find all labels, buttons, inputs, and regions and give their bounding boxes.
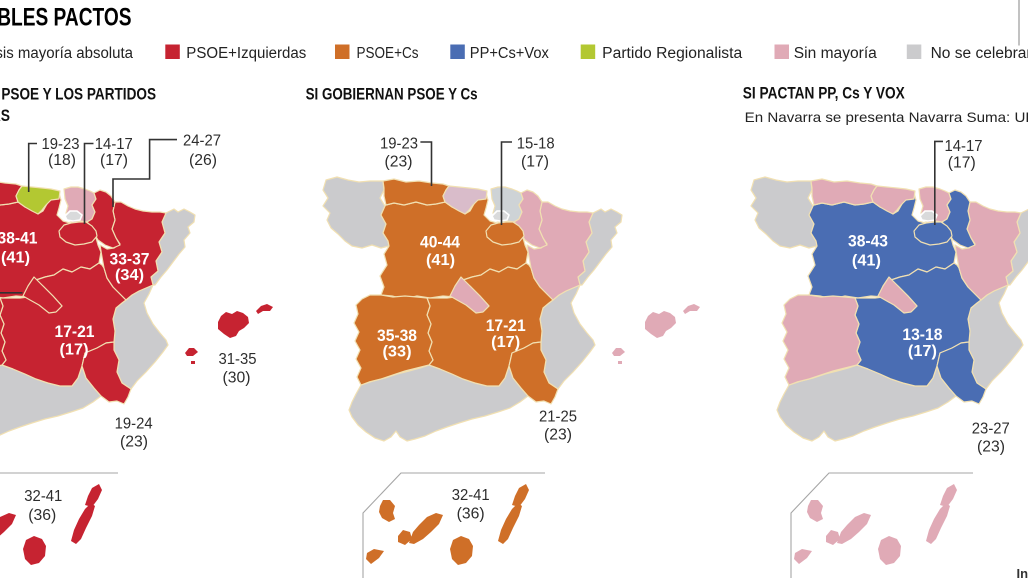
- svg-text:Hipótesis mayoría absoluta: Hipótesis mayoría absoluta: [0, 45, 133, 62]
- svg-text:Infografía: Infografía: [1017, 566, 1028, 578]
- svg-text:SI GOBIERNAN PSOE Y LOS PARTID: SI GOBIERNAN PSOE Y LOS PARTIDOS: [0, 85, 156, 104]
- svg-text:REGIONALISTAS: REGIONALISTAS: [0, 106, 10, 125]
- svg-text:POSIBLES PACTOS: POSIBLES PACTOS: [0, 4, 132, 32]
- svg-text:(17): (17): [100, 152, 128, 169]
- svg-text:(17): (17): [60, 342, 89, 359]
- svg-text:19-23: 19-23: [42, 136, 80, 153]
- svg-text:(30): (30): [223, 370, 251, 387]
- svg-text:(34): (34): [115, 267, 144, 284]
- svg-text:19-24: 19-24: [115, 416, 153, 433]
- svg-text:13-18: 13-18: [902, 326, 942, 344]
- svg-text:(41): (41): [1, 250, 30, 267]
- svg-text:(23): (23): [120, 434, 148, 451]
- svg-text:17-21: 17-21: [55, 323, 95, 341]
- svg-text:21-25: 21-25: [539, 409, 577, 426]
- svg-text:(17): (17): [948, 155, 976, 172]
- svg-text:40-44: 40-44: [420, 234, 461, 252]
- svg-text:35-38: 35-38: [377, 327, 417, 345]
- svg-text:32-41: 32-41: [24, 488, 62, 505]
- svg-text:14-17: 14-17: [95, 136, 133, 153]
- svg-text:(17): (17): [521, 154, 549, 171]
- svg-text:(23): (23): [385, 154, 413, 171]
- svg-text:32-41: 32-41: [452, 487, 490, 504]
- svg-text:(23): (23): [544, 427, 572, 444]
- svg-text:En Navarra se presenta Navarra: En Navarra se presenta Navarra Suma: UPN…: [745, 109, 1028, 125]
- svg-text:24-27: 24-27: [183, 133, 221, 150]
- svg-text:(41): (41): [426, 252, 455, 269]
- svg-text:PSOE+Cs: PSOE+Cs: [357, 45, 419, 62]
- svg-text:31-35: 31-35: [219, 351, 257, 368]
- svg-text:17-21: 17-21: [486, 317, 526, 335]
- svg-text:(17): (17): [491, 334, 520, 351]
- svg-text:(36): (36): [28, 507, 56, 524]
- svg-text:SI PACTAN PP, Cs Y VOX: SI PACTAN PP, Cs Y VOX: [743, 83, 906, 102]
- svg-text:38-41: 38-41: [0, 230, 38, 248]
- svg-text:(33): (33): [383, 344, 412, 361]
- svg-text:(18): (18): [48, 152, 76, 169]
- svg-text:19-23: 19-23: [380, 136, 418, 153]
- svg-text:No se celebrarán elecciones: No se celebrarán elecciones: [931, 45, 1028, 62]
- svg-text:PP+Cs+Vox: PP+Cs+Vox: [470, 45, 549, 62]
- svg-text:38-43: 38-43: [848, 233, 888, 251]
- svg-text:(23): (23): [977, 439, 1005, 456]
- svg-text:23-27: 23-27: [972, 421, 1010, 438]
- svg-text:(17): (17): [908, 343, 937, 360]
- svg-text:15-18: 15-18: [517, 136, 555, 153]
- svg-text:PSOE+Izquierdas: PSOE+Izquierdas: [186, 45, 306, 62]
- svg-text:14-17: 14-17: [945, 138, 983, 155]
- svg-text:(41): (41): [852, 253, 881, 270]
- svg-text:33-37: 33-37: [110, 251, 150, 269]
- svg-text:Partido Regionalista: Partido Regionalista: [602, 45, 742, 62]
- svg-text:(26): (26): [189, 152, 217, 169]
- svg-text:(36): (36): [457, 505, 485, 522]
- svg-text:Sin mayoría: Sin mayoría: [794, 45, 877, 62]
- svg-text:SI GOBIERNAN PSOE Y Cs: SI GOBIERNAN PSOE Y Cs: [306, 85, 478, 104]
